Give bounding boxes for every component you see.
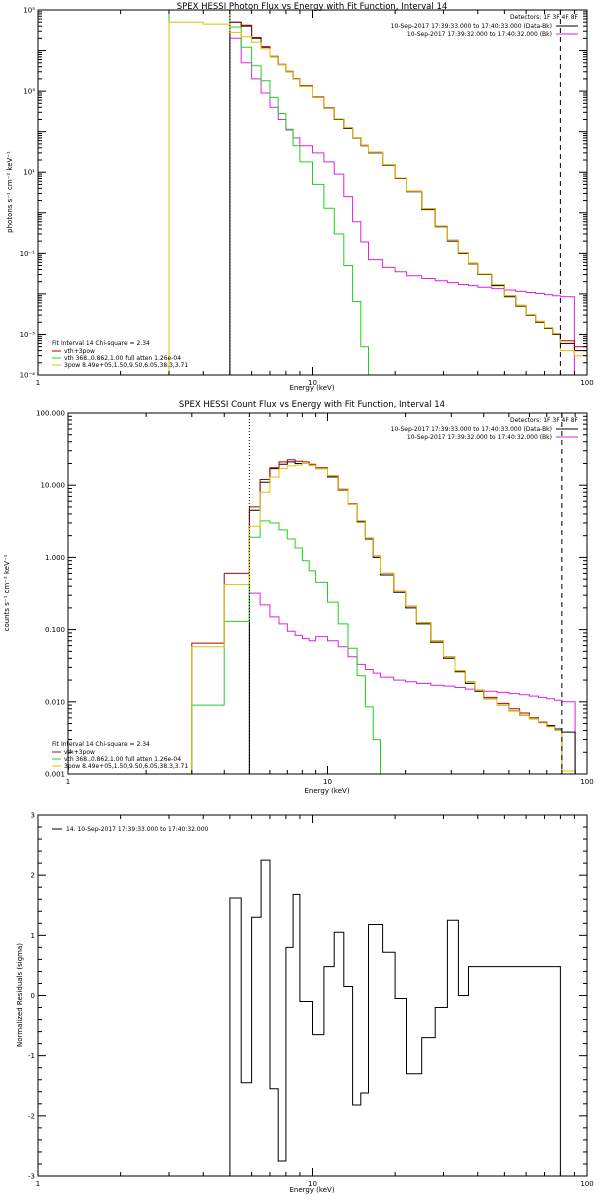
- x-tick-label: 10: [323, 778, 332, 786]
- count-flux-y-label: counts s⁻¹ cm⁻² keV⁻¹: [3, 554, 11, 631]
- series-vth-line: [191, 520, 394, 775]
- residuals-panel: 1 10 100 -3 -2 -1 0 1 2 3 Energy (keV) Normalized…: [16, 812, 594, 1195]
- count-flux-panel: SPEX HESSI Count Flux vs Energy with Fit…: [3, 400, 594, 795]
- x-tick-label: 1: [66, 778, 70, 786]
- x-tick-label: 10: [308, 1180, 317, 1188]
- y-tick-label: 0.010: [45, 698, 65, 706]
- count-flux-top-legend: Detectors: 1F 3F 4F 8F 10-Sep-2017 17:39…: [391, 417, 579, 441]
- series-data-bk-line: [248, 461, 576, 774]
- y-tick-label: 10⁵: [23, 7, 35, 15]
- count-flux-x-label: Energy (keV): [304, 787, 349, 795]
- y-tick-label: -1: [28, 1052, 35, 1060]
- y-tick-label: -2: [28, 1112, 35, 1120]
- legend-detectors-header: Detectors: 1F 3F 4F 8F: [510, 417, 579, 424]
- residuals-plot-frame: [37, 814, 588, 1177]
- y-tick-label: 1: [31, 932, 35, 940]
- legend-vth-3pow-label: vth+3pow: [64, 348, 95, 355]
- legend-vth-label: vth 368.,0.862,1.00 full atten 1.26e-04: [64, 756, 181, 763]
- photon-flux-x-label: Energy (keV): [289, 384, 334, 392]
- x-tick-label: 100: [580, 379, 593, 387]
- residuals-y-label: Normalized Residuals (sigma): [16, 943, 24, 1047]
- x-tick-label: 10: [308, 379, 317, 387]
- legend-residual-label: 14. 10-Sep-2017 17:39:33.000 to 17:40:32…: [66, 826, 209, 833]
- series-3pow-line: [168, 21, 588, 375]
- legend-data-bk-label: 10-Sep-2017 17:39:33.000 to 17:40:33.000…: [391, 23, 552, 30]
- y-tick-label: 0.001: [45, 771, 65, 779]
- y-tick-label: -3: [28, 1173, 35, 1181]
- x-tick-label: 1: [36, 1180, 40, 1188]
- photon-flux-title: SPEX HESSI Photon Flux vs Energy with Fi…: [177, 2, 448, 12]
- y-tick-label: 10¹: [23, 169, 35, 177]
- legend-vth-3pow-label: vth+3pow: [64, 749, 95, 756]
- y-tick-label: 10.000: [41, 482, 66, 490]
- y-tick-label: 2: [31, 872, 35, 880]
- residuals-series: [229, 859, 561, 1176]
- legend-3pow-label: 3pow 8.49e+05,1.50,9.50,6.05,38.3,3.71: [64, 362, 188, 369]
- legend-detectors-header: Detectors: 1F 3F 4F 8F: [510, 14, 579, 21]
- series-vth-line: [168, 9, 383, 376]
- y-tick-label: 10⁻³: [20, 331, 36, 339]
- y-tick-label: 100.000: [36, 410, 65, 418]
- y-tick-label: 10⁻¹: [20, 250, 36, 258]
- series-bk-line: [248, 592, 576, 774]
- photon-flux-top-legend: Detectors: 1F 3F 4F 8F 10-Sep-2017 17:39…: [391, 14, 579, 38]
- series-14-10-sep-2017-17-39-33-000-to-17-40-32-000-line: [229, 859, 561, 1176]
- count-flux-vlines: [248, 413, 563, 774]
- photon-flux-fit-legend: Fit Interval 14 Chi-square = 2.34 vth+3p…: [52, 340, 188, 369]
- photon-flux-ticks: 1 10 100 10⁻⁴ 10⁻³ 10⁻¹ 10¹ 10³ 10⁵: [20, 7, 594, 388]
- series-bk-line: [229, 37, 575, 375]
- count-flux-series: [191, 459, 587, 775]
- y-tick-label: 10⁻⁴: [20, 372, 36, 380]
- legend-fit-header: Fit Interval 14 Chi-square = 2.34: [52, 741, 150, 748]
- y-tick-label: 3: [31, 812, 35, 820]
- legend-fit-header: Fit Interval 14 Chi-square = 2.34: [52, 340, 150, 347]
- photon-flux-plot-frame: [37, 9, 588, 376]
- x-tick-label: 100: [580, 778, 593, 786]
- photon-flux-vlines: [229, 10, 561, 375]
- legend-bk-label: 10-Sep-2017 17:39:32.000 to 17:40:32.000…: [407, 31, 552, 38]
- y-tick-label: 0.100: [45, 626, 65, 634]
- legend-3pow-label: 3pow 8.49e+05,1.50,9.50,6.05,38.3,3.71: [64, 763, 188, 770]
- series-vth-3pow-line: [168, 9, 588, 375]
- count-flux-ticks: 1 10 100 0.001 0.010 0.100 1.000 10.000 100.000: [36, 410, 594, 787]
- count-flux-fit-legend: Fit Interval 14 Chi-square = 2.34 vth+3p…: [52, 741, 188, 770]
- photon-flux-panel: SPEX HESSI Photon Flux vs Energy with Fi…: [6, 2, 594, 392]
- photon-flux-series: [168, 9, 588, 376]
- residuals-ticks: 1 10 100 -3 -2 -1 0 1 2 3: [28, 812, 594, 1189]
- residuals-legend: 14. 10-Sep-2017 17:39:33.000 to 17:40:32…: [52, 826, 209, 833]
- count-flux-title: SPEX HESSI Count Flux vs Energy with Fit…: [179, 400, 445, 410]
- y-tick-label: 1.000: [45, 554, 65, 562]
- series-3pow-line: [191, 463, 587, 775]
- y-tick-label: 0: [31, 992, 35, 1000]
- legend-data-bk-label: 10-Sep-2017 17:39:33.000 to 17:40:33.000…: [391, 426, 552, 433]
- series-data-bk-line: [229, 21, 588, 375]
- photon-flux-y-label: photons s⁻¹ cm⁻² keV⁻¹: [6, 151, 14, 233]
- series-vth-3pow-line: [191, 459, 587, 775]
- x-tick-label: 1: [36, 379, 40, 387]
- residuals-x-label: Energy (keV): [289, 1186, 334, 1194]
- legend-vth-label: vth 368.,0.862,1.00 full atten 1.26e-04: [64, 355, 181, 362]
- y-tick-label: 10³: [23, 88, 35, 96]
- x-tick-label: 100: [580, 1180, 593, 1188]
- legend-bk-label: 10-Sep-2017 17:39:32.000 to 17:40:32.000…: [407, 434, 552, 441]
